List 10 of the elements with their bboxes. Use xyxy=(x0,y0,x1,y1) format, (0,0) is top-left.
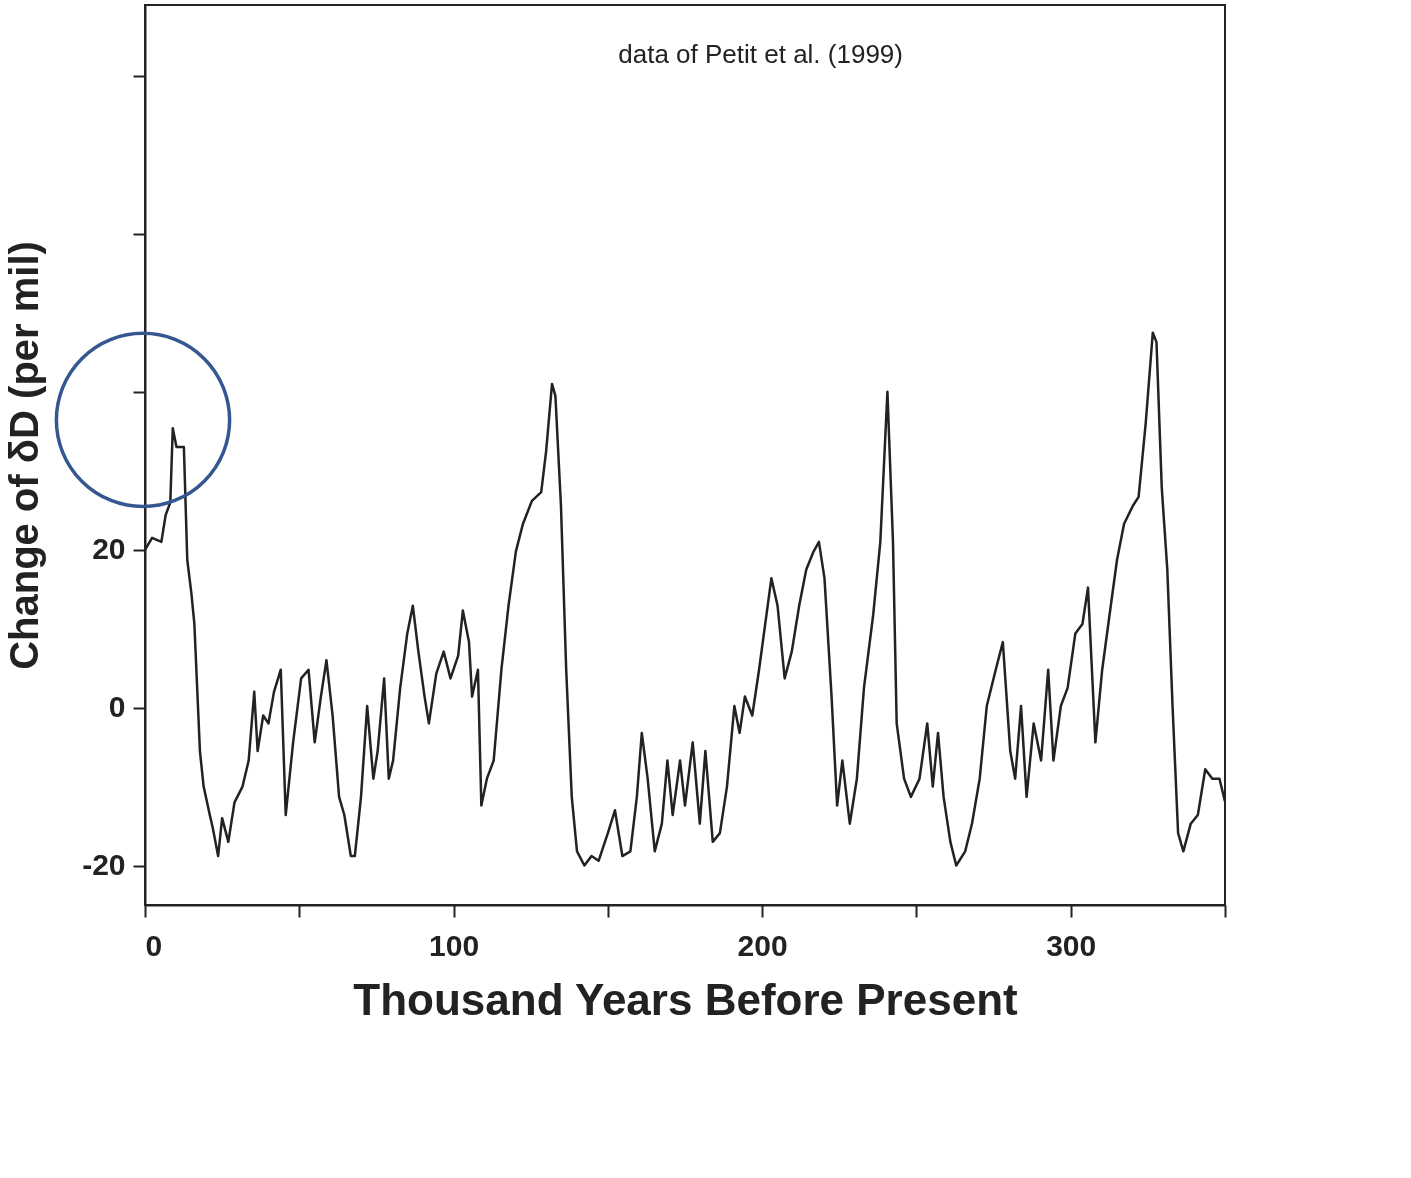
x-axis-title: Thousand Years Before Present xyxy=(353,974,1018,1024)
x-tick-label: 200 xyxy=(737,928,788,962)
x-tick-label: 0 xyxy=(145,928,163,962)
y-tick-label: 0 xyxy=(108,690,126,724)
x-tick-label: 100 xyxy=(429,928,480,962)
x-tick-label: 300 xyxy=(1046,928,1097,962)
annotation: data of Petit et al. (1999) xyxy=(618,39,903,69)
y-tick-label: -20 xyxy=(82,848,126,882)
y-axis-title: Change of δD (per mil) xyxy=(2,241,47,670)
y-tick-label: 20 xyxy=(92,532,126,566)
